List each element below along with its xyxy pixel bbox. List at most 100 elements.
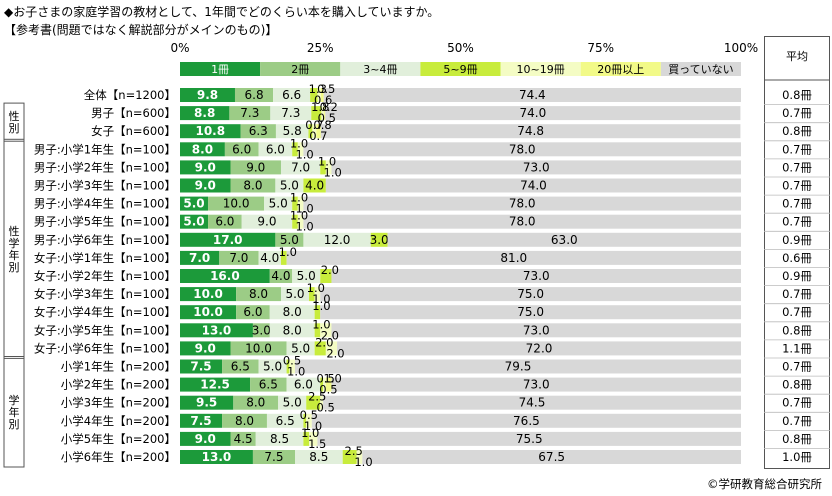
value-label: 16.0 [210,269,240,283]
bar-segment [292,196,298,211]
bar-segment [269,323,315,338]
bar-segment [230,431,256,446]
bar-segment [320,305,741,320]
value-label: 0.8 [313,118,331,132]
bar-segment [289,359,296,374]
legend-label: 3~4冊 [363,63,397,76]
bar-segment [316,124,321,139]
average-value: 0.7冊 [782,179,812,193]
value-label: 3.0 [370,233,389,247]
average-value: 1.0冊 [782,450,812,464]
group-frame [3,356,25,468]
value-label: 7.0 [229,251,248,265]
chart-title: ◆お子さまの家庭学習の教材として、1年間でどのくらい本を購入していますか。 [4,5,440,19]
value-label: 1.0 [324,165,342,179]
legend-swatch [420,62,501,76]
bar-segment [297,214,304,229]
value-label: 8.0 [283,305,302,319]
bar-segment [241,214,293,229]
value-label: 72.0 [526,341,553,355]
bar-segment [258,250,281,265]
row-label: 小学1年生【n=200】 [61,360,176,374]
average-value: 0.7冊 [782,106,812,120]
bar-segment [180,395,234,410]
bar-segment [356,450,363,464]
bar-segment [252,323,270,338]
bar-segment [258,359,287,374]
bar-segment [342,450,357,464]
bar-segment [310,88,318,102]
bar-segment [270,106,312,121]
bar-segment [180,250,220,265]
value-label: 1.0 [301,426,319,440]
legend-label: 2冊 [291,63,309,76]
bar-segment [323,377,326,392]
value-label: 1.5 [308,437,326,451]
value-label: 78.0 [509,142,536,156]
value-label: 5.0 [183,215,204,229]
average-value: 0.8冊 [782,124,812,138]
row-label: 小学6年生【n=200】 [61,450,176,464]
bar-segment [320,287,741,302]
bar-segment [312,124,317,139]
bar-segment [275,178,304,193]
row-label: 小学2年生【n=200】 [61,378,176,392]
bar-segment [264,196,293,211]
bar-segment [230,160,281,175]
bar-segment [286,359,290,374]
value-label: 2.0 [326,346,344,360]
bar-segment [325,377,332,392]
value-label: 5.0 [280,233,299,247]
bar-segment [306,395,321,410]
bar-segment [317,431,741,446]
value-label: 12.0 [324,233,351,247]
bar-segment [308,124,313,139]
value-label: 9.8 [197,88,218,102]
group-label: 年 [9,405,20,419]
value-label: 2.0 [315,335,333,349]
bar-segment [303,196,741,211]
legend-swatch [660,62,741,76]
bar-segment [180,377,251,392]
value-label: 6.0 [232,142,251,156]
value-label: 73.0 [523,160,550,174]
bar-segment [311,413,741,428]
value-label: 7.3 [281,106,300,120]
value-label: 6.0 [266,142,285,156]
average-value: 0.7冊 [782,215,812,229]
value-label: 6.5 [231,360,250,374]
x-tick-label: 100% [724,41,758,55]
value-label: 0.7 [309,129,327,143]
bar-segment [180,431,231,446]
group-label: 学 [9,393,20,407]
value-label: 0.5 [300,408,318,422]
bar-segment [320,124,741,139]
value-label: 5.0 [263,360,282,374]
average-value: 0.7冊 [782,197,812,211]
bar-segment [292,269,321,283]
value-label: 1.0 [304,419,322,433]
value-label: 6.0 [294,378,313,392]
value-label: 9.5 [196,396,217,410]
bar-segment [273,88,311,102]
bar-segment [297,142,304,157]
bar-segment [331,160,741,175]
bar-segment [180,305,237,320]
value-label: 0.5 [319,383,337,397]
legend-swatch [340,62,421,76]
value-label: 73.0 [523,269,550,283]
value-label: 5.0 [297,269,316,283]
value-label: 1.0 [307,281,325,295]
value-label: 9.0 [195,160,216,174]
row-label: 男子:小学4年生【n=100】 [34,197,176,211]
value-label: 0.6 [314,93,332,107]
bar-segment [314,287,321,302]
bar-segment [320,323,332,338]
value-label: 78.0 [509,215,536,229]
bar-segment [258,142,293,157]
row-label: 男子【n=600】 [91,106,176,120]
bar-segment [324,106,326,121]
value-label: 0.5 [318,111,336,125]
bar-segment [233,395,279,410]
